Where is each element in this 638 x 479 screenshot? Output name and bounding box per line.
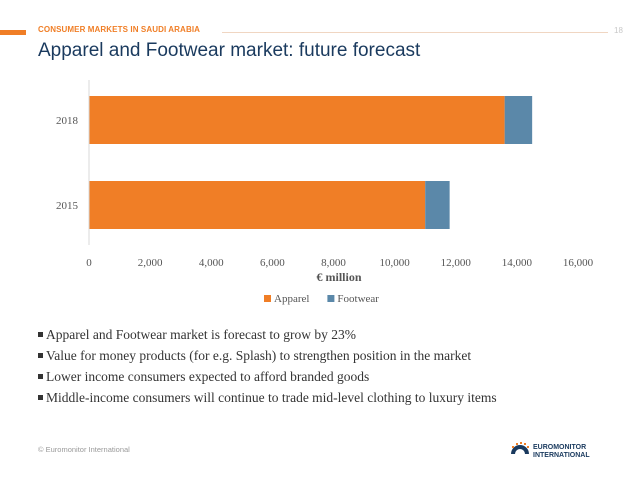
x-tick-labels: 0 2,000 4,000 6,000 8,000 10,000 12,000 14,000 1… xyxy=(86,257,593,269)
x-tick-label: 4,000 xyxy=(199,257,224,269)
header-accent-bar xyxy=(0,30,26,35)
bar-apparel-2018 xyxy=(89,96,505,144)
bullet-text: Lower income consumers expected to affor… xyxy=(46,369,370,384)
x-tick-label: 2,000 xyxy=(138,257,163,269)
legend-label: Apparel xyxy=(274,293,309,305)
logo-text-line1: EUROMONITOR xyxy=(533,444,586,451)
bullet-marker-icon xyxy=(38,374,43,379)
bullet-text: Apparel and Footwear market is forecast … xyxy=(46,327,357,342)
bars-layer xyxy=(89,96,533,229)
bullet-marker-icon xyxy=(38,353,43,358)
legend-swatch xyxy=(327,295,335,302)
page-title: Apparel and Footwear market: future fore… xyxy=(38,40,421,61)
legend-swatch xyxy=(264,295,271,302)
legend-label: Footwear xyxy=(337,293,379,305)
bullet-text: Middle-income consumers will continue to… xyxy=(46,390,497,405)
x-tick-label: 16,000 xyxy=(563,257,594,269)
euromonitor-logo: EUROMONITOR INTERNATIONAL xyxy=(511,442,590,459)
bar-apparel-2015 xyxy=(89,181,426,229)
bullet-item: Middle-income consumers will continue to… xyxy=(38,387,497,408)
category-labels: 2018 2015 xyxy=(56,115,79,212)
x-tick-label: 10,000 xyxy=(380,257,411,269)
logo-text-line2: INTERNATIONAL xyxy=(533,452,590,459)
bar-footwear-2018 xyxy=(504,96,533,144)
section-label: CONSUMER MARKETS IN SAUDI ARABIA xyxy=(38,25,201,34)
bar-chart: 2018 2015 0 2,000 4,000 6,000 8,000 10,000 12,0… xyxy=(56,80,594,305)
x-tick-label: 6,000 xyxy=(260,257,285,269)
bullet-item: Apparel and Footwear market is forecast … xyxy=(38,324,497,345)
bullet-marker-icon xyxy=(38,332,43,337)
footer-copyright: © Euromonitor International xyxy=(38,445,130,454)
header-divider xyxy=(222,32,608,33)
bullet-item: Lower income consumers expected to affor… xyxy=(38,366,497,387)
x-tick-label: 0 xyxy=(86,257,92,269)
bullet-list: Apparel and Footwear market is forecast … xyxy=(38,324,497,408)
bar-footwear-2015 xyxy=(425,181,450,229)
bullet-text: Value for money products (for e.g. Splas… xyxy=(46,348,472,363)
x-tick-label: 8,000 xyxy=(321,257,346,269)
bullet-item: Value for money products (for e.g. Splas… xyxy=(38,345,497,366)
logo-globe-icon xyxy=(511,442,529,454)
page-number: 18 xyxy=(614,26,623,35)
legend: Apparel Footwear xyxy=(264,293,379,305)
category-label: 2018 xyxy=(56,115,79,127)
bullet-marker-icon xyxy=(38,395,43,400)
category-label: 2015 xyxy=(56,200,79,212)
x-axis-label: € million xyxy=(316,270,361,284)
x-tick-label: 12,000 xyxy=(441,257,472,269)
x-tick-label: 14,000 xyxy=(502,257,533,269)
